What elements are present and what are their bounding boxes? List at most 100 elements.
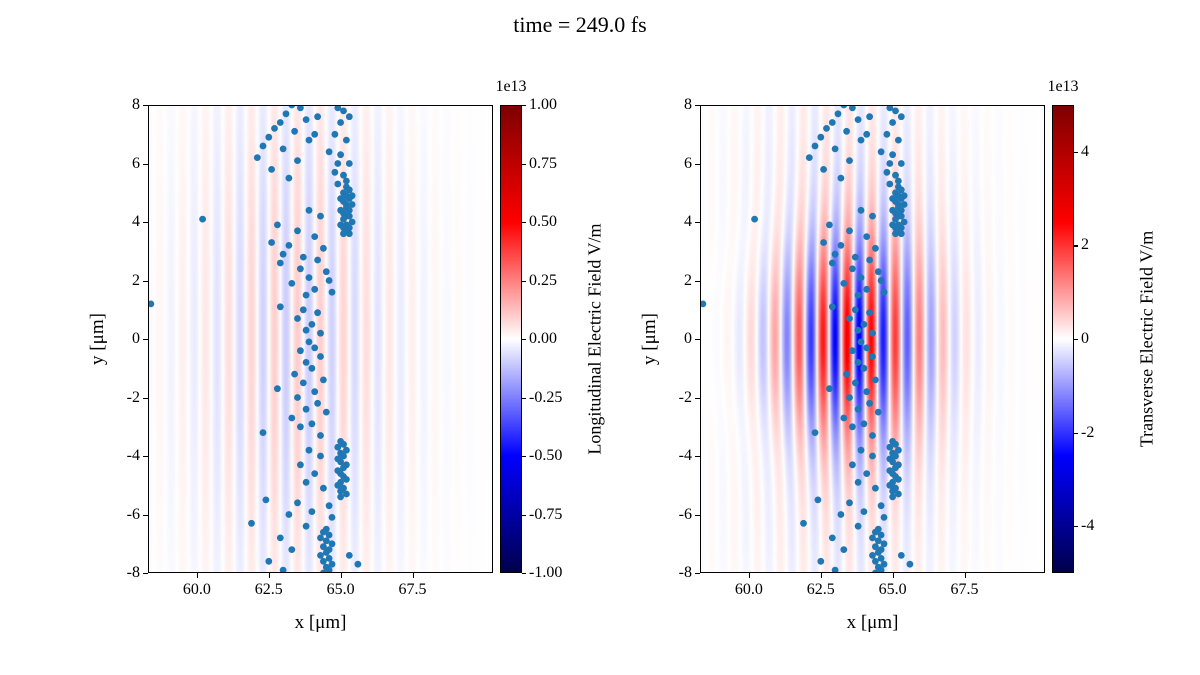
scatter-point: [276, 303, 284, 311]
scatter-point: [869, 432, 876, 439]
scatter-point: [895, 476, 902, 483]
colorbar-tick-mark: [522, 573, 526, 575]
scatter-point: [311, 130, 319, 138]
scatter-point: [334, 105, 342, 112]
scatter-point: [831, 145, 839, 153]
scatter-point: [348, 201, 356, 208]
scatter-point: [892, 452, 899, 460]
scatter-point: [840, 105, 848, 109]
scatter-point: [299, 379, 307, 387]
field-heatmap-longitudinal: [148, 105, 493, 573]
scatter-point: [305, 274, 313, 281]
scatter-point: [265, 557, 273, 565]
x-tick-label: 67.5: [398, 581, 427, 598]
scatter-point: [869, 552, 876, 559]
colorbar-tick-mark: [1074, 432, 1078, 434]
scatter-point: [325, 531, 333, 539]
scatter-point: [897, 206, 905, 214]
scatter-point: [811, 142, 819, 150]
scatter-point: [869, 212, 876, 220]
scatter-point: [897, 160, 905, 167]
scatter-point: [317, 212, 324, 220]
scatter-point: [892, 230, 899, 238]
x-tick-label: 62.5: [254, 581, 283, 598]
scatter-point: [291, 370, 298, 378]
x-tick-mark: [268, 573, 271, 578]
scatter-point: [826, 221, 833, 229]
scatter-point: [325, 555, 333, 562]
scatter-point: [345, 186, 353, 194]
scatter-point: [276, 119, 284, 126]
scatter-point: [886, 180, 894, 188]
scatter-point: [854, 522, 862, 530]
scatter-point: [889, 151, 896, 159]
scatter-point: [297, 423, 304, 431]
scatter-point: [285, 511, 293, 518]
panel-longitudinal-field: 60.0 62.5 65.0 67.5 8 6 4 2 0 -2 -4 -6 -8 x [μm] y […: [87, 78, 618, 665]
colorbar-tick-label: -1.00: [529, 564, 563, 581]
scatter-point: [311, 388, 319, 396]
scatter-point: [317, 329, 324, 337]
scatter-point: [840, 414, 848, 422]
scatter-point: [872, 557, 879, 565]
colorbar-tick-label: -0.50: [529, 447, 563, 464]
scatter-point: [345, 195, 353, 202]
scatter-point: [863, 344, 871, 352]
scatter-point: [828, 259, 836, 267]
scatter-point: [854, 291, 862, 299]
scatter-point: [288, 280, 296, 287]
scatter-point: [849, 347, 856, 355]
scatter-point: [877, 555, 885, 562]
y-tick-label: -8: [126, 564, 140, 581]
scatter-point: [340, 452, 347, 460]
y-tick-mark: [143, 514, 148, 516]
colorbar-offset-text: 1e13: [1047, 78, 1079, 95]
scatter-point: [883, 168, 891, 176]
scatter-point: [854, 359, 862, 366]
scatter-point: [297, 347, 304, 355]
scatter-point: [863, 285, 871, 293]
scatter-point: [874, 549, 882, 556]
scatter-point: [826, 385, 833, 393]
scatter-point: [851, 306, 859, 314]
scatter-point: [895, 446, 902, 454]
plot-area-transverse: [700, 105, 1045, 573]
x-tick-label: 65.0: [326, 581, 355, 598]
scatter-point: [837, 511, 845, 518]
colorbar-tick-mark: [1074, 526, 1078, 528]
scatter-point: [877, 531, 885, 539]
y-tick-label: -6: [678, 505, 692, 523]
scatter-point: [892, 440, 899, 448]
scatter-point: [866, 256, 873, 264]
scatter-point: [800, 519, 807, 527]
colorbar-tick-mark: [522, 222, 526, 224]
scatter-point: [886, 443, 894, 451]
colorbar-tick-label: 0.50: [529, 213, 557, 230]
scatter-point: [869, 353, 876, 360]
scatter-point: [311, 344, 319, 352]
y-tick-label: -2: [678, 388, 692, 406]
scatter-point: [892, 464, 899, 472]
scatter-point: [897, 212, 905, 220]
scatter-point: [302, 405, 310, 413]
scatter-point: [354, 560, 362, 568]
scatter-point: [328, 560, 336, 568]
scatter-point: [345, 160, 353, 167]
scatter-point: [274, 385, 281, 393]
y-tick-mark: [695, 222, 700, 224]
scatter-point: [314, 399, 321, 407]
scatter-point: [322, 537, 330, 545]
scatter-point: [268, 166, 275, 173]
scatter-point: [279, 145, 287, 153]
scatter-point: [828, 119, 836, 126]
scatter-point: [325, 148, 333, 156]
scatter-point: [849, 105, 856, 112]
scatter-point: [869, 534, 876, 542]
scatter-point: [340, 171, 347, 179]
colorbar-label-transverse: Transverse Electric Field V/m: [1136, 230, 1157, 448]
scatter-point: [880, 514, 888, 521]
scatter-point: [840, 546, 848, 553]
scatter-point: [345, 212, 353, 220]
scatter-point: [288, 105, 296, 109]
